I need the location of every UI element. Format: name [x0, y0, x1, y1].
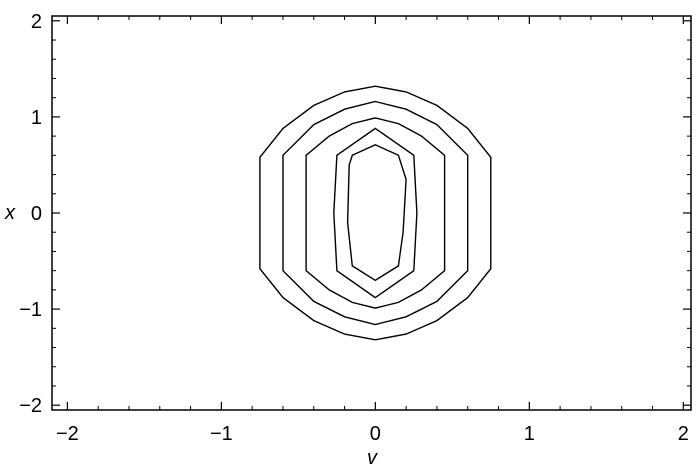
x-tick-label: −2	[56, 423, 79, 445]
y-tick-label: −1	[19, 299, 42, 321]
contour-line-5	[346, 144, 407, 282]
x-tick-label: −1	[210, 423, 233, 445]
contour-lines	[259, 85, 492, 341]
contour-line-1	[259, 85, 492, 341]
plot-frame	[51, 15, 692, 411]
minor-ticks	[52, 16, 691, 410]
y-tick-label: −2	[19, 395, 42, 417]
y-tick-label: 2	[31, 11, 42, 33]
y-axis-label: x	[4, 202, 16, 224]
contour-line-2	[282, 100, 469, 326]
x-tick-label: 2	[678, 423, 689, 445]
tick-labels: −2 −1 0 1 2 2 1 0 −1 −2	[19, 11, 689, 445]
contour-line-4	[333, 127, 418, 299]
y-tick-label: 1	[31, 107, 42, 129]
y-tick-label: 0	[31, 203, 42, 225]
x-axis-label: v	[367, 447, 378, 468]
contour-line-3	[305, 117, 446, 309]
x-tick-label: 1	[524, 423, 535, 445]
major-ticks	[52, 16, 691, 410]
x-tick-label: 0	[370, 423, 381, 445]
